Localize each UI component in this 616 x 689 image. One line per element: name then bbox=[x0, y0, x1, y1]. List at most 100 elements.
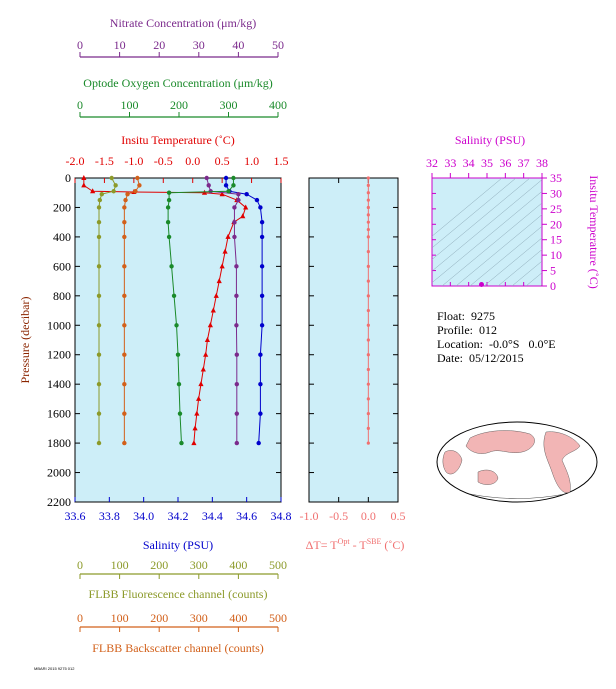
nitrate-point bbox=[232, 205, 237, 210]
pressure-tick-label: 0 bbox=[65, 171, 71, 185]
fluorescence-tick-label: 0 bbox=[77, 558, 83, 572]
salinity-point bbox=[259, 234, 265, 240]
fluorescence-point bbox=[96, 352, 102, 357]
salinity-point bbox=[258, 352, 263, 357]
temperature-tick-label: -1.0 bbox=[124, 154, 143, 168]
backscatter-point bbox=[122, 411, 127, 416]
at-point bbox=[366, 412, 370, 416]
at-point bbox=[366, 205, 370, 210]
fluorescence-point bbox=[97, 197, 103, 203]
nitrate-point bbox=[232, 219, 237, 225]
fluorescence-tick-label: 300 bbox=[190, 558, 208, 572]
nitrate-tick-label: 0 bbox=[77, 38, 83, 52]
backscatter-tick-label: 200 bbox=[150, 611, 168, 625]
at-tick-label: 0.0 bbox=[361, 509, 376, 523]
fluorescence-point bbox=[96, 234, 102, 240]
oxygen-point bbox=[231, 183, 236, 188]
temperature-point bbox=[200, 366, 206, 372]
backscatter-tick-label: 500 bbox=[269, 611, 287, 625]
ts-x-tick-label: 33 bbox=[444, 156, 456, 170]
salinity-tick-label: 33.6 bbox=[65, 509, 86, 523]
oxygen-tick-label: 300 bbox=[220, 98, 238, 112]
ts-density-contour bbox=[432, 178, 531, 260]
profile-number: Profile: 012 bbox=[437, 323, 497, 337]
ts-density-contour bbox=[432, 178, 517, 249]
ts-y-tick-label: 25 bbox=[550, 202, 562, 216]
ts-density-contour bbox=[554, 178, 616, 286]
at-point bbox=[366, 235, 370, 239]
ts-density-contour bbox=[483, 237, 542, 286]
backscatter-tick-label: 0 bbox=[77, 611, 83, 625]
temperature-point bbox=[225, 233, 231, 239]
ts-salinity-axis-title: Salinity (PSU) bbox=[455, 133, 525, 147]
at-tick-label: -0.5 bbox=[329, 509, 348, 523]
oxygen-point bbox=[179, 440, 184, 446]
nitrate-point bbox=[234, 323, 239, 328]
temperature-point bbox=[210, 307, 216, 313]
float-id: Float: 9275 bbox=[437, 309, 496, 323]
at-axis-title: ΔT= TOpt - TSBE (˚C) bbox=[306, 537, 405, 552]
salinity-point bbox=[223, 175, 229, 181]
at-point bbox=[366, 308, 370, 313]
at-point bbox=[366, 426, 370, 430]
temperature-point bbox=[243, 204, 249, 210]
at-point bbox=[366, 213, 370, 217]
salinity-point bbox=[259, 264, 265, 269]
nitrate-point bbox=[236, 192, 241, 197]
float-location: Location: -0.0°S 0.0°E bbox=[437, 337, 556, 351]
at-point bbox=[366, 279, 370, 283]
backscatter-axis-title: FLBB Backscatter channel (counts) bbox=[92, 641, 264, 655]
temperature-point bbox=[204, 337, 211, 342]
salinity-point bbox=[258, 381, 263, 387]
ts-plot-area bbox=[431, 177, 543, 287]
temperature-point bbox=[207, 322, 213, 328]
ts-temperature-axis-title: Insitu Temperature (˚C) bbox=[587, 175, 601, 289]
ts-x-tick-label: 37 bbox=[518, 156, 530, 170]
oxygen-point bbox=[165, 205, 171, 210]
oxygen-point bbox=[177, 411, 183, 416]
salinity-point bbox=[244, 192, 249, 197]
at-point bbox=[366, 397, 370, 401]
backscatter-point bbox=[133, 189, 138, 194]
temperature-point bbox=[198, 381, 204, 387]
salinity-tick-label: 34.8 bbox=[271, 509, 292, 523]
oxygen-point bbox=[169, 264, 174, 269]
backscatter-tick-label: 400 bbox=[229, 611, 247, 625]
pressure-tick-label: 1200 bbox=[47, 348, 71, 362]
fluorescence-point bbox=[96, 264, 102, 269]
backscatter-point bbox=[122, 323, 127, 328]
salinity-tick-label: 34.2 bbox=[168, 509, 189, 523]
salinity-point bbox=[258, 411, 263, 416]
fluorescence-tick-label: 100 bbox=[111, 558, 129, 572]
salinity-point bbox=[259, 219, 265, 225]
nitrate-point bbox=[206, 183, 211, 188]
ts-density-contour bbox=[455, 214, 542, 286]
oxygen-point bbox=[166, 197, 172, 203]
ts-density-contour bbox=[432, 179, 542, 272]
fluorescence-axis-title: FLBB Fluorescence channel (counts) bbox=[89, 587, 268, 601]
temperature-point bbox=[194, 410, 200, 416]
temperature-tick-label: -2.0 bbox=[66, 154, 85, 168]
pressure-tick-label: 2200 bbox=[47, 495, 71, 509]
at-point bbox=[366, 441, 370, 445]
temperature-tick-label: 0.0 bbox=[185, 154, 200, 168]
backscatter-tick-label: 100 bbox=[111, 611, 129, 625]
float-info: Float: 9275 Profile: 012 Location: -0.0°… bbox=[437, 309, 556, 365]
oxygen-point bbox=[166, 190, 172, 195]
oxygen-axis-title: Optode Oxygen Concentration (μm/kg) bbox=[83, 76, 272, 90]
oxygen-point bbox=[175, 352, 181, 357]
fluorescence-point bbox=[96, 323, 102, 328]
fluorescence-point bbox=[99, 192, 104, 197]
temperature-point bbox=[81, 175, 87, 180]
at-point bbox=[366, 353, 370, 357]
nitrate-tick-label: 50 bbox=[272, 38, 284, 52]
nitrate-point bbox=[234, 411, 240, 416]
backscatter-point bbox=[135, 175, 140, 181]
fluorescence-point bbox=[96, 219, 102, 225]
at-point bbox=[366, 227, 370, 232]
temperature-point bbox=[222, 248, 228, 254]
pressure-tick-label: 1800 bbox=[47, 436, 71, 450]
salinity-point bbox=[259, 323, 265, 328]
temperature-tick-label: 1.5 bbox=[274, 154, 289, 168]
temperature-point bbox=[216, 278, 222, 284]
